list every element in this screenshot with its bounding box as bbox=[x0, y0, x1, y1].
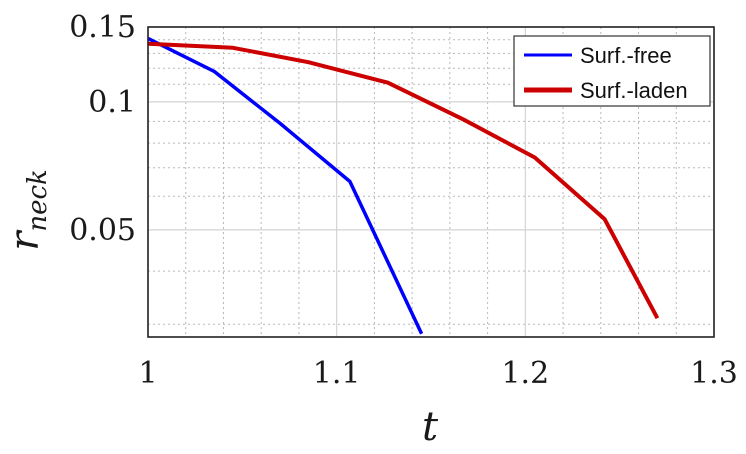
y-tick-label: 0.1 bbox=[88, 85, 136, 120]
y-tick-label: 0.15 bbox=[69, 10, 136, 45]
series-layer bbox=[147, 36, 660, 335]
legend-label-surf-laden: Surf.-laden bbox=[580, 78, 688, 103]
series-line-surf-free bbox=[147, 36, 424, 335]
x-tick-label: 1.3 bbox=[690, 356, 738, 391]
y-axis-title-main: r bbox=[2, 229, 48, 251]
legend-label-surf-free: Surf.-free bbox=[580, 43, 672, 68]
x-tick-label: 1.2 bbox=[501, 356, 549, 391]
tick-labels: 1 1.1 1.2 1.3 0.05 0.1 0.15 bbox=[69, 10, 738, 391]
legend-box bbox=[513, 35, 711, 107]
y-axis-title-subscript: neck bbox=[23, 169, 53, 231]
plot-frame bbox=[147, 26, 715, 338]
series-line-surf-laden bbox=[147, 41, 660, 320]
legend: Surf.-free Surf.-laden bbox=[513, 35, 711, 107]
x-axis-title: t bbox=[422, 404, 439, 450]
y-axis-title: rneck bbox=[2, 169, 53, 251]
x-tick-label: 1 bbox=[138, 356, 157, 391]
y-tick-label: 0.05 bbox=[69, 213, 136, 248]
x-tick-label: 1.1 bbox=[313, 356, 361, 391]
